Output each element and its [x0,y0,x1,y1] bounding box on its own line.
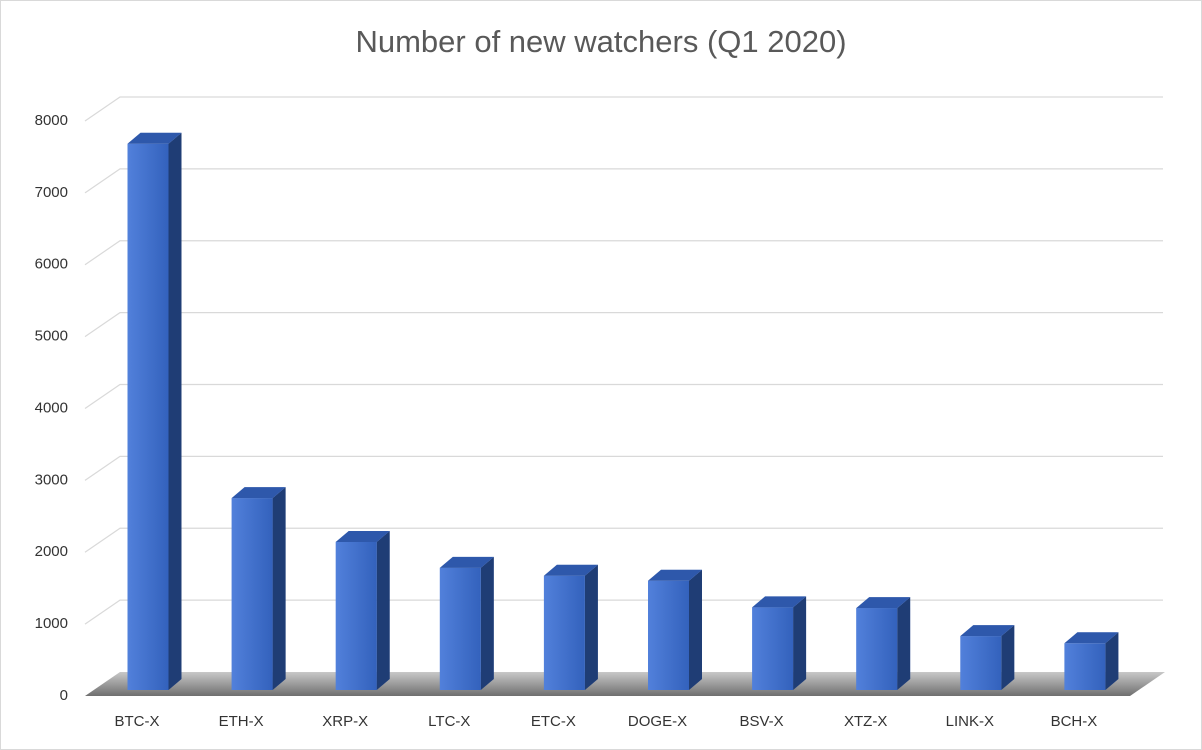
bar-side-shade [689,569,702,690]
bar-front-shade [752,607,794,690]
bar [960,625,1015,690]
bar [856,597,911,690]
bar-side [272,487,286,690]
chart-title: Number of new watchers (Q1 2020) [355,24,846,59]
bar [335,530,390,690]
bar-side-shade [168,132,182,690]
bar-side [584,564,598,690]
bar-side-shade [897,597,911,690]
bar-top-shade [1064,632,1119,644]
bar-top [127,132,182,144]
y-tick-label: 7000 [35,184,68,201]
bar-front-shade [960,636,1002,690]
bar-front-shade [856,608,898,690]
grid-line [84,527,1163,553]
bar-side-shade [480,556,494,690]
bar-side [689,569,702,690]
bar [1064,632,1119,690]
bar-top [231,487,286,499]
bar-front-shade [1064,643,1106,690]
bar-top-shade [439,556,494,568]
y-tick-label: 1000 [35,615,68,632]
bar-top-shade [648,569,702,581]
y-tick-label: 3000 [35,471,68,488]
bar-top [960,625,1015,637]
bar [439,556,494,690]
x-tick-label: DOGE-X [628,713,687,730]
bar [543,564,598,690]
bar-side [793,596,807,690]
bar-side [376,530,390,690]
bar-top [439,556,494,568]
y-tick-label: 8000 [35,112,68,129]
bar-side [1001,625,1015,690]
x-tick-label: ETC-X [531,713,576,730]
x-tick-label: XRP-X [322,713,368,730]
grid-line [84,240,1163,266]
bar-side [897,597,911,690]
bar-front-shade [335,541,377,690]
bar-side-shade [272,487,286,690]
bar-side [480,556,494,690]
y-tick-label: 4000 [35,399,68,416]
grid-line [84,455,1163,481]
bar-side [1105,632,1119,690]
bar-side-shade [1105,632,1119,690]
bar-top [335,530,390,542]
x-tick-label: BSV-X [740,713,784,730]
bar-top-shade [127,132,182,144]
bar-top [1064,632,1119,644]
bar-side [168,132,182,690]
bar [648,569,702,690]
bar-top-shade [543,564,598,576]
y-tick-label: 2000 [35,543,68,560]
y-tick-label: 0 [60,687,68,704]
bar-top [752,596,807,608]
grid-line [84,96,1163,122]
x-tick-label: BTC-X [115,713,160,730]
bar-side-shade [376,530,390,690]
bar-top [543,564,598,576]
bar [752,596,807,690]
bar-front-shade [543,575,585,690]
grid-line [84,383,1163,409]
grid-line [84,312,1163,338]
x-tick-label: ETH-X [219,713,264,730]
x-tick-label: LINK-X [946,713,994,730]
bar-top-shade [231,487,286,499]
bar-top-shade [856,597,911,609]
bar-front-shade [231,498,273,690]
bar-top [648,569,702,581]
bar-front-shade [648,580,689,690]
x-tick-label: XTZ-X [844,713,887,730]
bar [231,487,286,690]
y-tick-label: 6000 [35,256,68,273]
grid-line [84,599,1163,625]
bar-top-shade [752,596,807,608]
bar-front-shade [127,143,169,690]
bar [127,132,182,690]
bar-side-shade [793,596,807,690]
bar-front-shade [439,567,481,690]
x-tick-label: LTC-X [428,713,470,730]
grid-line [84,168,1163,194]
y-tick-label: 5000 [35,328,68,345]
x-tick-label: BCH-X [1051,713,1098,730]
bar-top-shade [335,530,390,542]
bar-side-shade [584,564,598,690]
bar-top-shade [960,625,1015,637]
bar-top [856,597,911,609]
bar-side-shade [1001,625,1015,690]
